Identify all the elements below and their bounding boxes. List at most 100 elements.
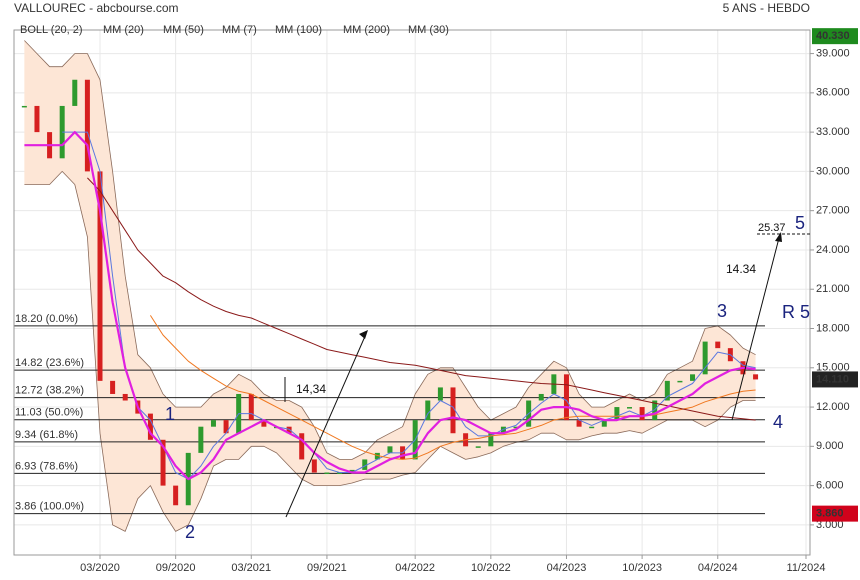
y-tick-label: 21.000 [816, 283, 850, 295]
y-tick-label: 27.000 [816, 205, 850, 217]
y-tick-label: 15.000 [816, 362, 850, 374]
x-tick-label: 10/2022 [471, 562, 511, 574]
fib-label: 6.93 (78.6%) [15, 460, 78, 472]
price-bar [664, 380, 670, 401]
moving-average [24, 131, 756, 481]
price-bar [147, 413, 153, 440]
y-tick-label: 18.000 [816, 322, 850, 334]
y-tick-label: 30.000 [816, 165, 850, 177]
price-bar [34, 105, 40, 133]
price-bar [639, 407, 645, 421]
x-tick-label: 03/2020 [80, 562, 120, 574]
price-bar [601, 420, 607, 427]
fib-label: 18.20 (0.0%) [15, 313, 78, 325]
arrow [731, 237, 780, 421]
price-bar [753, 374, 759, 380]
price-badge-label: 14.110 [816, 373, 849, 385]
fib-label: 11.03 (50.0%) [15, 407, 83, 419]
price-bar [387, 446, 393, 453]
price-bar [576, 420, 582, 427]
x-tick-label: 04/2024 [698, 562, 738, 574]
price-bar [614, 407, 620, 421]
fib-label: 9.34 (61.8%) [15, 429, 78, 441]
price-bar [500, 426, 506, 434]
price-bar [261, 420, 267, 427]
wave-label: 1 [165, 404, 175, 424]
y-tick-label: 24.000 [816, 244, 850, 256]
y-tick-label: 39.000 [816, 47, 850, 59]
legend-label: MM (50) [163, 24, 204, 36]
wave-label: 3 [717, 301, 727, 321]
y-tick-label: 36.000 [816, 87, 850, 99]
wave-label: 4 [773, 412, 783, 432]
fib-label: 12.72 (38.2%) [15, 385, 84, 397]
price-bar [437, 387, 443, 401]
price-bar [311, 459, 317, 473]
chart-period: 5 ANS - HEBDO [723, 1, 810, 15]
price-bar [248, 393, 254, 421]
y-tick-label: 9.000 [816, 440, 844, 452]
price-bar [349, 469, 355, 473]
target-label: 25.37 [758, 222, 786, 234]
price-bar [223, 420, 229, 434]
price-bar [59, 105, 65, 159]
bollinger-upper [24, 40, 756, 460]
x-tick-label: 11/2024 [787, 562, 826, 574]
x-tick-label: 04/2022 [395, 562, 435, 574]
bollinger-lower [24, 171, 756, 532]
price-bar [652, 400, 658, 421]
price-bar [538, 393, 544, 401]
arrow-head [775, 232, 782, 242]
price-bar [677, 380, 683, 383]
price-bar [160, 439, 166, 486]
price-bar [198, 426, 204, 453]
legend-label: MM (100) [275, 24, 322, 36]
price-badge-label: 40.330 [816, 30, 850, 42]
move-label: 14.34 [726, 262, 756, 276]
price-badge-label: 3.860 [816, 508, 844, 520]
price-bar [374, 452, 380, 460]
x-tick-label: 04/2023 [547, 562, 587, 574]
x-tick-label: 03/2021 [231, 562, 271, 574]
price-bar [110, 380, 116, 394]
price-bar [337, 472, 343, 475]
price-bar [690, 374, 696, 381]
price-bar [425, 400, 431, 421]
x-tick-label: 09/2020 [156, 562, 196, 574]
price-bar [563, 374, 569, 421]
x-tick-label: 10/2023 [622, 562, 662, 574]
price-bar [475, 446, 481, 448]
legend-label: MM (30) [408, 24, 449, 36]
fib-label: 14.82 (23.6%) [15, 357, 84, 369]
price-bar [84, 79, 90, 172]
legend-label: BOLL (20, 2) [20, 24, 83, 36]
x-tick-label: 09/2021 [307, 562, 347, 574]
arrow-head [359, 330, 368, 339]
price-badge [812, 28, 858, 45]
y-tick-label: 33.000 [816, 126, 850, 138]
price-bar [299, 433, 305, 460]
price-bar [513, 426, 519, 429]
price-bar [173, 485, 179, 506]
price-bar [589, 426, 595, 429]
price-bar [702, 341, 708, 375]
price-badge [812, 371, 858, 388]
move-label: 14,34 [296, 382, 326, 396]
price-bar [324, 472, 330, 475]
wave-label: 2 [185, 522, 195, 542]
price-bar [72, 79, 78, 106]
price-badge [812, 505, 858, 522]
price-bar [210, 420, 216, 427]
y-tick-label: 6.000 [816, 480, 844, 492]
chart-title: VALLOUREC - abcbourse.com [14, 1, 179, 15]
y-tick-label: 3.000 [816, 519, 844, 531]
price-bar [286, 426, 292, 434]
plot-frame [13, 29, 811, 556]
price-bar [362, 459, 368, 470]
price-bar [450, 387, 456, 434]
price-bar [122, 393, 128, 401]
price-bar [488, 433, 494, 447]
legend-label: MM (20) [103, 24, 144, 36]
wave-label: 5 [795, 213, 805, 233]
